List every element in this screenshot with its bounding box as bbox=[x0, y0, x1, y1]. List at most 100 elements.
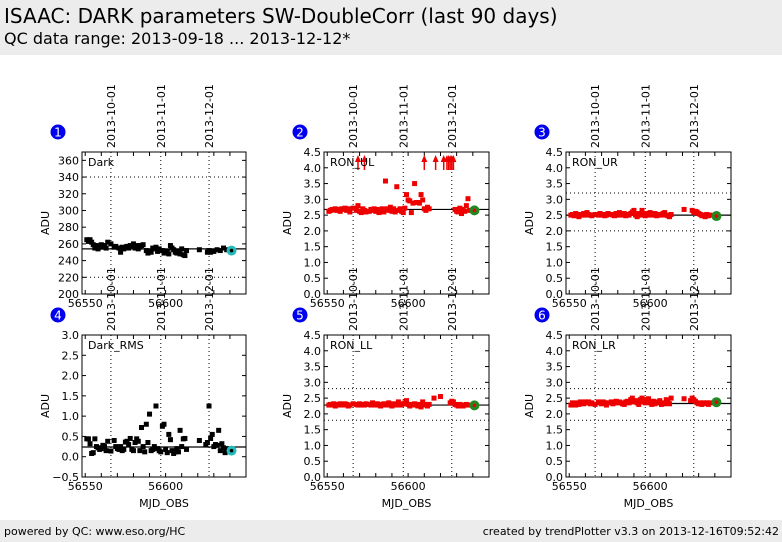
plot-frame bbox=[81, 334, 247, 478]
y-axis-label: ADU bbox=[39, 211, 52, 235]
y-axis-label: ADU bbox=[523, 394, 536, 418]
data-point bbox=[132, 245, 138, 251]
x-tick-label: 56600 bbox=[148, 297, 183, 310]
plot-panel-6: 6 2013-10-01 2013-11-01 2013-12-01 0.0 0.5 1.0… bbox=[523, 267, 732, 510]
data-point bbox=[337, 208, 343, 214]
y-tick-label: 4.5 bbox=[546, 146, 564, 159]
y-tick-label: 2.0 bbox=[546, 225, 564, 238]
data-point bbox=[420, 399, 426, 405]
date-tick-label: 2013-11-01 bbox=[639, 267, 652, 331]
date-tick-label: 2013-10-01 bbox=[589, 84, 602, 148]
data-point bbox=[196, 437, 202, 443]
x-tick-label: 56600 bbox=[391, 480, 426, 493]
data-point bbox=[217, 448, 223, 454]
data-point bbox=[177, 427, 183, 433]
data-point bbox=[184, 248, 190, 254]
y-tick-label: 0.0 bbox=[304, 288, 322, 301]
data-point bbox=[92, 436, 98, 442]
y-tick-label: 280 bbox=[58, 221, 79, 234]
data-point bbox=[462, 208, 468, 214]
page-header: ISAAC: DARK parameters SW-DoubleCorr (la… bbox=[0, 0, 782, 55]
data-point bbox=[150, 446, 156, 452]
data-point bbox=[355, 203, 361, 209]
data-point bbox=[174, 446, 180, 452]
data-point bbox=[350, 205, 356, 211]
data-point bbox=[353, 207, 359, 213]
plot-number-text: 6 bbox=[538, 309, 546, 323]
data-point bbox=[363, 209, 369, 215]
data-point bbox=[394, 401, 400, 407]
y-tick-label: 3.0 bbox=[304, 193, 322, 206]
y-tick-label: 1.5 bbox=[546, 424, 564, 437]
data-point bbox=[404, 398, 409, 404]
data-point bbox=[662, 210, 668, 216]
x-tick-label: 56550 bbox=[552, 297, 587, 310]
data-point bbox=[137, 448, 143, 454]
data-point bbox=[124, 438, 130, 444]
x-tick-label: 56550 bbox=[68, 297, 103, 310]
data-point bbox=[707, 212, 713, 218]
data-point bbox=[179, 444, 185, 450]
data-point bbox=[345, 206, 351, 212]
y-tick-label: 2.5 bbox=[304, 209, 322, 222]
data-point bbox=[209, 431, 215, 437]
data-point bbox=[382, 178, 388, 184]
date-tick-label: 2013-11-01 bbox=[397, 84, 410, 148]
data-point bbox=[681, 206, 687, 212]
y-tick-label: 2.0 bbox=[304, 408, 322, 421]
data-point bbox=[220, 245, 226, 251]
data-point bbox=[426, 401, 432, 407]
data-point bbox=[646, 212, 651, 218]
data-point bbox=[116, 446, 122, 452]
data-point bbox=[455, 209, 461, 215]
latest-point bbox=[714, 214, 719, 218]
plot-label: RON_UL bbox=[330, 156, 375, 169]
data-point bbox=[416, 401, 422, 407]
data-point bbox=[87, 441, 93, 447]
date-tick-label: 2013-12-01 bbox=[688, 84, 701, 148]
data-point bbox=[605, 211, 611, 217]
y-tick-label: 1.0 bbox=[546, 439, 564, 452]
y-tick-label: 3.0 bbox=[546, 376, 564, 389]
plot-panel-3: 3 2013-10-01 2013-11-01 2013-12-01 0.0 0.5 1.0… bbox=[523, 84, 732, 310]
data-point bbox=[130, 448, 136, 454]
data-point bbox=[155, 248, 161, 254]
data-point bbox=[166, 431, 172, 437]
data-point bbox=[386, 207, 392, 213]
y-tick-label: 0.0 bbox=[546, 288, 564, 301]
plot-panel-5: 5 2013-10-01 2013-11-01 2013-12-01 0.0 0.5 1.0… bbox=[281, 267, 490, 510]
plot-number-badge bbox=[533, 123, 551, 141]
data-point bbox=[211, 248, 217, 254]
data-point bbox=[217, 248, 223, 254]
data-point bbox=[105, 438, 111, 444]
y-tick-label: 2.5 bbox=[304, 392, 322, 405]
data-point bbox=[126, 442, 132, 448]
date-tick-label: 2013-11-01 bbox=[155, 84, 168, 148]
x-tick-label: 56550 bbox=[310, 297, 345, 310]
data-point bbox=[153, 244, 159, 250]
plot-label: RON_LR bbox=[572, 339, 616, 352]
data-point bbox=[138, 425, 144, 431]
data-point bbox=[391, 206, 397, 212]
data-point bbox=[395, 399, 401, 405]
data-point bbox=[394, 184, 400, 190]
data-point bbox=[118, 444, 124, 450]
data-point bbox=[408, 210, 414, 216]
data-point bbox=[164, 450, 170, 456]
data-point bbox=[140, 242, 146, 248]
latest-point bbox=[229, 448, 234, 453]
outlier-arrowhead bbox=[421, 155, 428, 162]
y-tick-label: 3.0 bbox=[546, 193, 564, 206]
outlier-arrowhead bbox=[354, 155, 361, 162]
y-tick-label: 0.0 bbox=[62, 451, 80, 464]
page-title: ISAAC: DARK parameters SW-DoubleCorr (la… bbox=[4, 4, 558, 28]
y-tick-label: 3.0 bbox=[62, 329, 80, 342]
data-point bbox=[634, 214, 640, 220]
data-point bbox=[642, 400, 648, 406]
data-point bbox=[631, 207, 637, 213]
plot-label: RON_LL bbox=[330, 339, 373, 352]
data-point bbox=[93, 243, 99, 249]
data-point bbox=[214, 442, 220, 448]
y-tick-label: 3.5 bbox=[546, 178, 564, 191]
data-point bbox=[418, 404, 424, 410]
